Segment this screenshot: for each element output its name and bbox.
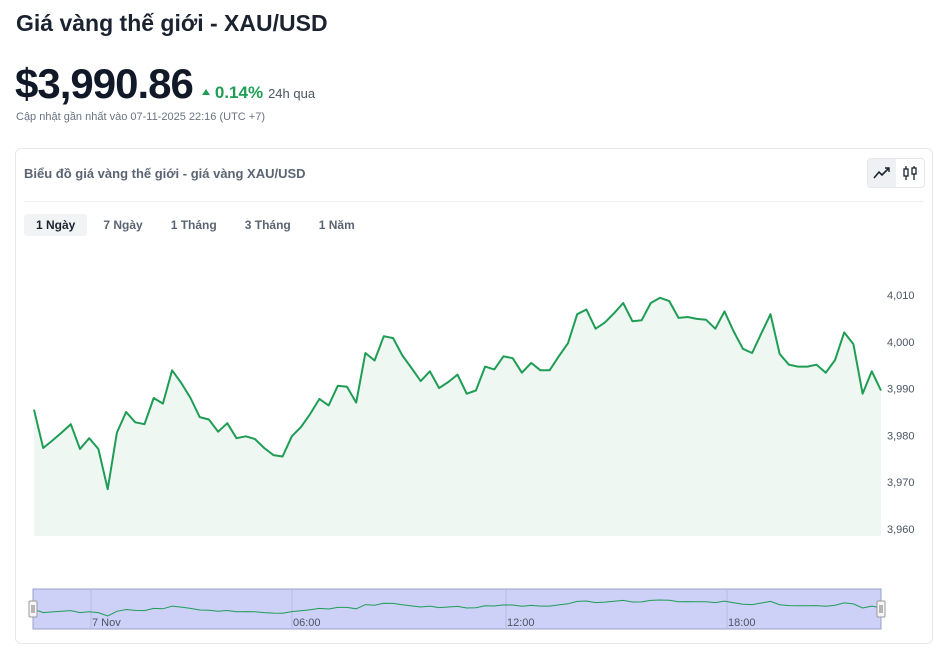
change-period: 24h qua <box>268 86 316 101</box>
price-row: $3,990.86 0.14% 24h qua <box>15 60 315 108</box>
y-axis: 4,010 4,000 3,990 3,980 3,970 3,960 <box>887 290 915 536</box>
navigator-tick-label: 18:00 <box>728 617 756 629</box>
y-tick-label: 4,000 <box>887 337 915 349</box>
y-tick-label: 3,990 <box>887 384 915 396</box>
navigator-handle-left[interactable] <box>28 600 38 618</box>
line-chart-icon <box>873 167 890 179</box>
y-tick-label: 3,970 <box>887 477 915 489</box>
price-area <box>34 297 881 536</box>
range-1-year[interactable]: 1 Năm <box>318 218 355 232</box>
line-chart-button[interactable] <box>868 159 896 187</box>
navigator-tick-label: 12:00 <box>507 617 535 629</box>
navigator-handle-right[interactable] <box>876 600 886 618</box>
range-1-month[interactable]: 1 Tháng <box>170 218 217 232</box>
last-updated: Cập nhật gần nhất vào 07-11-2025 22:16 (… <box>16 111 265 123</box>
arrow-up-icon <box>201 89 210 95</box>
y-tick-label: 4,010 <box>887 290 915 302</box>
chart-title: Biểu đồ giá vàng thế giới - giá vàng XAU… <box>24 166 306 181</box>
chart-type-toggle <box>867 158 925 188</box>
navigator-tick-label: 7 Nov <box>92 617 121 629</box>
candlestick-button[interactable] <box>896 159 924 187</box>
y-tick-label: 3,960 <box>887 524 915 536</box>
price-change: 0.14% 24h qua <box>201 83 316 103</box>
navigator-window[interactable] <box>32 588 882 630</box>
range-1-day[interactable]: 1 Ngày <box>24 214 88 236</box>
current-price: $3,990.86 <box>15 60 194 107</box>
range-selector: 1 Ngày 7 Ngày 1 Tháng 3 Tháng 1 Năm <box>24 214 367 236</box>
range-3-months[interactable]: 3 Tháng <box>244 218 291 232</box>
navigator: 7 Nov 06:00 12:00 18:00 <box>28 588 886 630</box>
candlestick-icon <box>903 166 917 180</box>
change-percent: 0.14% <box>214 83 264 102</box>
range-7-days[interactable]: 7 Ngày <box>103 218 143 232</box>
header-divider <box>24 201 924 202</box>
navigator-tick-label: 06:00 <box>293 617 321 629</box>
price-line <box>33 296 882 491</box>
page-title: Giá vàng thế giới - XAU/USD <box>16 10 328 36</box>
navigator-axis: 7 Nov 06:00 12:00 18:00 <box>92 617 756 629</box>
navigator-line <box>33 599 882 617</box>
navigator-grid <box>90 589 728 629</box>
y-tick-label: 3,980 <box>887 430 915 442</box>
